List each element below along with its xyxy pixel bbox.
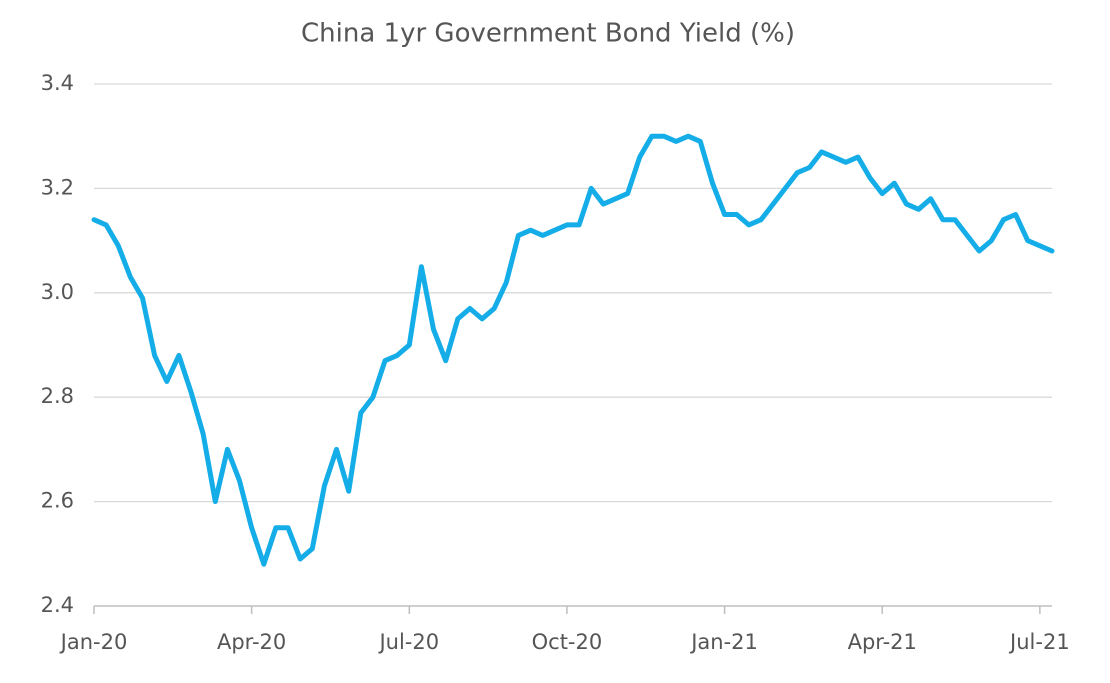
y-tick-label: 2.4	[41, 593, 74, 617]
y-tick-label: 2.8	[41, 384, 74, 408]
data-line	[91, 133, 1055, 567]
x-tick-label: Jul-20	[377, 630, 439, 654]
y-tick-label: 3.4	[41, 71, 74, 95]
x-tick-label: Jul-21	[1008, 630, 1070, 654]
x-tick-label: Apr-20	[217, 630, 286, 654]
x-tick-label: Oct-20	[532, 630, 603, 654]
x-tick-label: Jan-21	[689, 630, 758, 654]
y-tick-label: 3.0	[41, 280, 74, 304]
x-tick-label: Jan-20	[59, 630, 128, 654]
x-tick-label: Apr-21	[848, 630, 917, 654]
y-tick-label: 3.2	[41, 175, 74, 199]
chart-title: China 1yr Government Bond Yield (%)	[301, 19, 795, 49]
y-tick-label: 2.6	[41, 489, 74, 513]
